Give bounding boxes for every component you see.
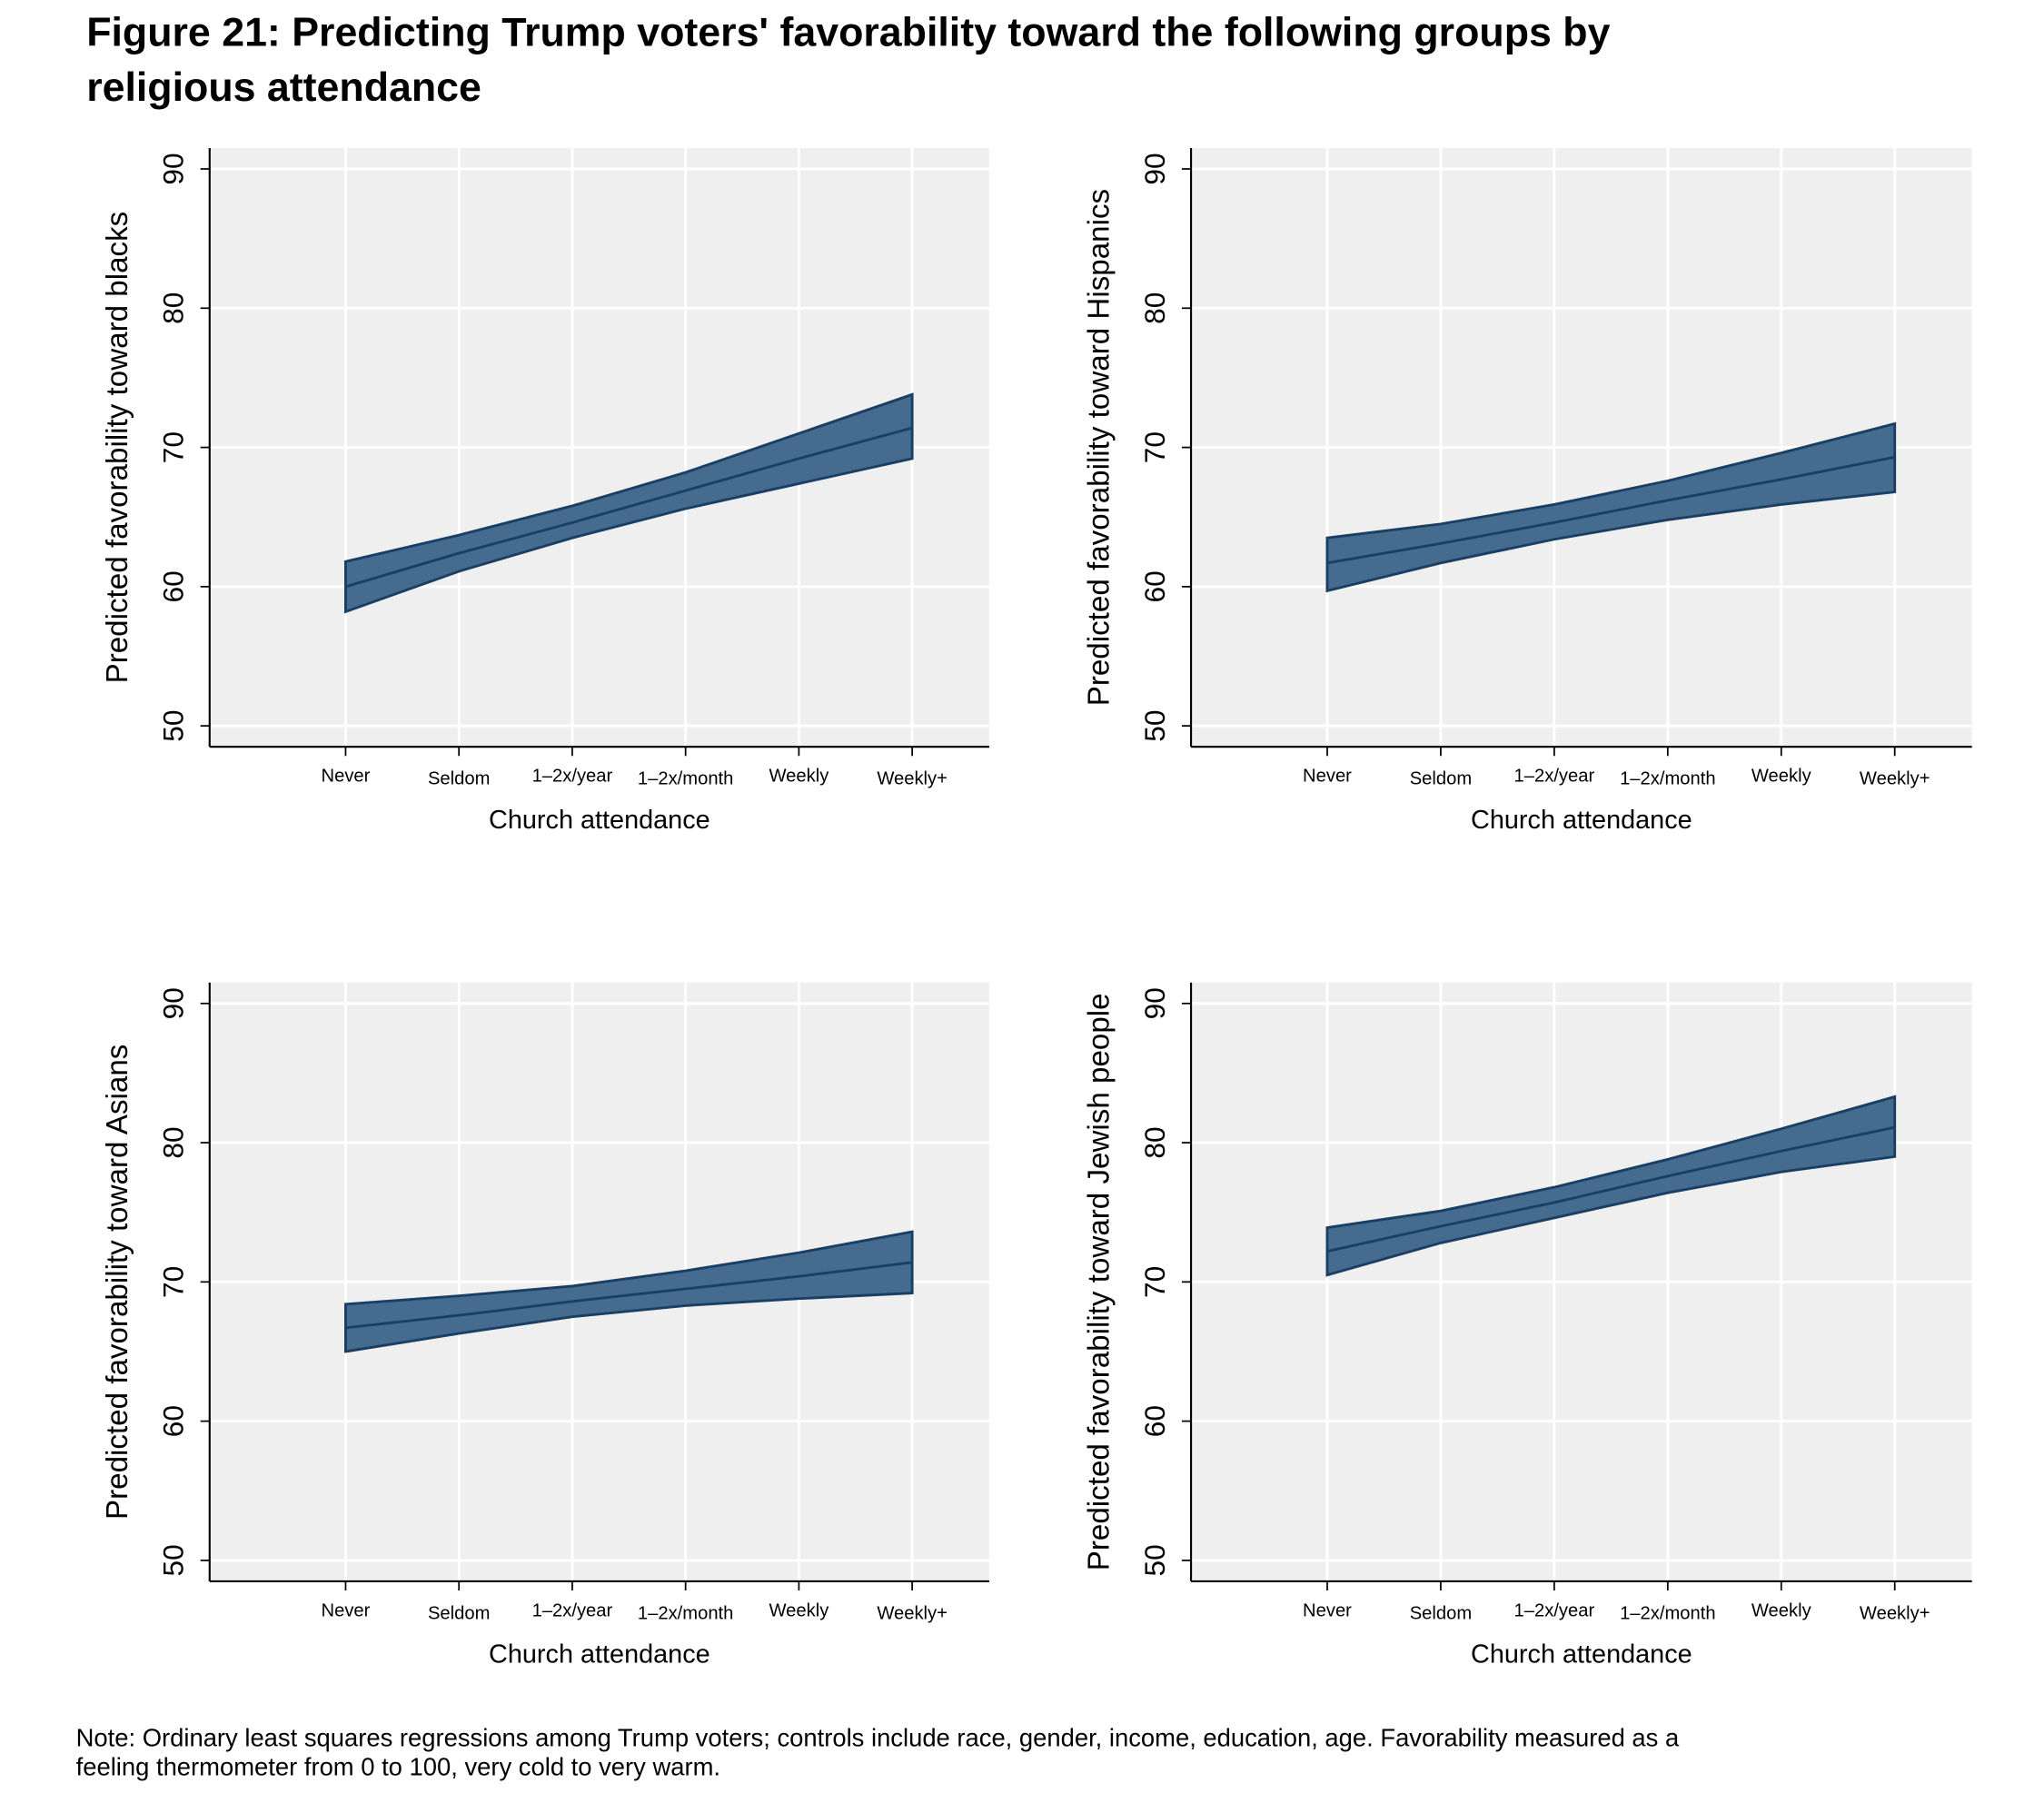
y-tick-label: 80 bbox=[1138, 1126, 1171, 1158]
fit-line bbox=[345, 426, 913, 589]
x-tick-label: Weekly bbox=[769, 1600, 829, 1620]
x-tick-label: Weekly+ bbox=[877, 769, 948, 789]
fit-line bbox=[1326, 1125, 1896, 1253]
x-tick-label: Weekly bbox=[769, 767, 829, 787]
x-axis-label: Church attendance bbox=[1471, 806, 1692, 835]
x-tick-label: 1–2x/year bbox=[532, 1600, 613, 1620]
x-tick-label: 1–2x/year bbox=[532, 767, 613, 787]
y-tick-label: 80 bbox=[157, 1126, 190, 1158]
figure-title: religious attendance bbox=[86, 65, 481, 110]
y-tick-label: 70 bbox=[1138, 431, 1171, 463]
x-tick-label: 1–2x/month bbox=[1620, 1603, 1716, 1623]
x-tick-label: Never bbox=[322, 1600, 371, 1620]
x-tick-label: Never bbox=[1303, 1600, 1352, 1620]
y-axis-label: Predicted favorability toward Asians bbox=[101, 1045, 134, 1520]
y-tick-label: 50 bbox=[1138, 1544, 1171, 1576]
y-tick-label: 60 bbox=[157, 570, 190, 602]
note: feeling thermometer from 0 to 100, very … bbox=[76, 1752, 720, 1780]
confidence-band bbox=[344, 1230, 914, 1353]
x-tick-label: 1–2x/month bbox=[1620, 769, 1716, 789]
confidence-band bbox=[344, 392, 914, 614]
y-tick-label: 60 bbox=[1138, 570, 1171, 602]
y-tick-label: 90 bbox=[1138, 153, 1171, 184]
x-tick-label: Weekly bbox=[1751, 767, 1812, 787]
x-tick-label: Weekly+ bbox=[1860, 1603, 1930, 1623]
y-tick-label: 80 bbox=[157, 292, 190, 324]
y-tick-label: 50 bbox=[157, 1544, 190, 1576]
y-axis-label: Predicted favorability toward Jewish peo… bbox=[1082, 993, 1116, 1570]
confidence-band bbox=[1325, 421, 1897, 593]
y-tick-label: 90 bbox=[157, 153, 190, 184]
x-axis-label: Church attendance bbox=[489, 806, 710, 835]
y-tick-label: 70 bbox=[157, 431, 190, 463]
y-axis-label: Predicted favorability toward blacks bbox=[101, 212, 134, 684]
y-tick-label: 60 bbox=[157, 1405, 190, 1437]
y-tick-label: 50 bbox=[157, 710, 190, 742]
x-tick-label: 1–2x/year bbox=[1514, 767, 1595, 787]
x-axis-label: Church attendance bbox=[489, 1640, 710, 1669]
x-tick-label: 1–2x/month bbox=[638, 1603, 734, 1623]
y-tick-label: 90 bbox=[157, 987, 190, 1019]
x-tick-label: Seldom bbox=[1410, 1603, 1472, 1623]
figure-title: Figure 21: Predicting Trump voters' favo… bbox=[86, 11, 1610, 55]
x-tick-label: Seldom bbox=[428, 1603, 490, 1623]
y-tick-label: 60 bbox=[1138, 1405, 1171, 1437]
x-tick-label: Weekly+ bbox=[1860, 769, 1930, 789]
x-tick-label: Weekly+ bbox=[877, 1603, 948, 1623]
y-axis-label: Predicted favorability toward Hispanics bbox=[1082, 189, 1116, 706]
x-tick-label: 1–2x/month bbox=[638, 769, 734, 789]
y-tick-label: 50 bbox=[1138, 710, 1171, 742]
x-tick-label: Weekly bbox=[1751, 1600, 1812, 1620]
y-tick-label: 90 bbox=[1138, 987, 1171, 1019]
x-axis-label: Church attendance bbox=[1471, 1640, 1692, 1669]
fit-line bbox=[345, 1261, 913, 1330]
x-tick-label: Never bbox=[322, 767, 371, 787]
x-tick-label: Seldom bbox=[428, 769, 490, 789]
x-tick-label: Seldom bbox=[1410, 769, 1472, 789]
y-tick-label: 70 bbox=[157, 1266, 190, 1298]
y-tick-label: 70 bbox=[1138, 1266, 1171, 1298]
note: Note: Ordinary least squares regressions… bbox=[76, 1724, 1680, 1752]
x-tick-label: Never bbox=[1303, 767, 1352, 787]
confidence-band bbox=[1325, 1095, 1897, 1277]
y-tick-label: 80 bbox=[1138, 292, 1171, 324]
fit-line bbox=[1326, 455, 1895, 565]
x-tick-label: 1–2x/year bbox=[1514, 1600, 1595, 1620]
